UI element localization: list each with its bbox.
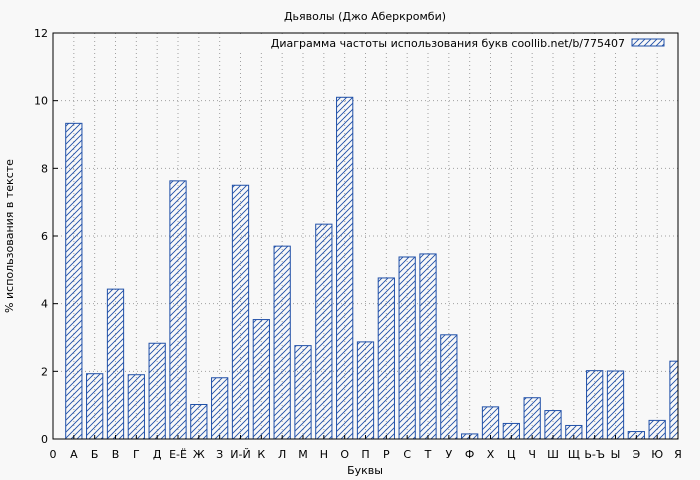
x-tick-label: Д: [153, 448, 162, 461]
x-tick-label: О: [340, 448, 349, 461]
bar: [65, 122, 83, 440]
bar: [294, 345, 312, 440]
bar: [273, 245, 291, 440]
bar: [544, 410, 562, 440]
x-tick-label: Ц: [507, 448, 516, 461]
bar: [356, 341, 375, 440]
bar: [481, 406, 500, 440]
chart-title: Дьяволы (Джо Аберкромби): [284, 10, 446, 23]
x-tick-label: Х: [487, 448, 495, 461]
bar: [315, 223, 333, 440]
x-tick-label: Т: [424, 448, 432, 461]
x-tick-label: П: [361, 448, 369, 461]
x-tick-label: К: [257, 448, 265, 461]
legend-label: Диаграмма частоты использования букв coo…: [271, 37, 625, 50]
x-tick-label: Л: [278, 448, 286, 461]
y-tick-label: 10: [34, 95, 48, 108]
x-tick-label: Ф: [465, 448, 474, 461]
bar: [398, 256, 416, 440]
bar: [169, 180, 187, 440]
x-tick-label: Щ: [568, 448, 580, 461]
x-tick-label-origin: 0: [50, 448, 57, 461]
bar: [669, 360, 679, 440]
x-tick-label: Ь-Ъ: [584, 448, 605, 461]
x-tick-label: И-Й: [230, 448, 250, 461]
x-tick-label: Ж: [193, 448, 205, 461]
bar: [127, 374, 145, 440]
bar: [336, 96, 354, 440]
bars: [65, 96, 679, 440]
bar: [440, 334, 458, 440]
x-tick-label: Р: [383, 448, 390, 461]
bar: [86, 373, 104, 440]
y-tick-label: 0: [41, 433, 48, 446]
legend-box: [240, 34, 676, 52]
x-tick-label: Э: [632, 448, 640, 461]
y-tick-label: 12: [34, 27, 48, 40]
y-axis-label: % использования в тексте: [3, 159, 16, 313]
bar: [606, 370, 625, 440]
bar: [377, 277, 395, 440]
x-tick-label: З: [216, 448, 223, 461]
x-tick-label: У: [445, 448, 452, 461]
x-tick-label: Ю: [651, 448, 663, 461]
bar: [211, 377, 229, 440]
legend-swatch: [631, 38, 665, 47]
x-tick-label: Ы: [611, 448, 621, 461]
x-tick-label: А: [70, 448, 78, 461]
x-tick-label: Н: [320, 448, 328, 461]
bar: [419, 253, 437, 440]
x-tick-label: Я: [674, 448, 682, 461]
bar: [586, 370, 604, 440]
bar: [231, 184, 250, 440]
bar: [252, 319, 270, 440]
x-tick-label: Б: [91, 448, 99, 461]
bar: [148, 342, 166, 440]
legend: Диаграмма частоты использования букв coo…: [240, 34, 676, 52]
x-axis-label: Буквы: [347, 464, 383, 477]
y-tick-label: 6: [41, 230, 48, 243]
y-axis-ticks: 0 2 4 6 8 10 12: [34, 27, 58, 446]
x-tick-label: Е-Ё: [169, 448, 187, 461]
x-tick-label: Ш: [547, 448, 559, 461]
x-tick-label: Г: [133, 448, 140, 461]
grid: [53, 33, 678, 439]
y-tick-label: 8: [41, 162, 48, 175]
y-tick-label: 2: [41, 365, 48, 378]
x-tick-label: В: [112, 448, 120, 461]
y-tick-label: 4: [41, 298, 48, 311]
x-tick-label: С: [403, 448, 411, 461]
bar: [523, 397, 541, 440]
x-tick-label: М: [298, 448, 308, 461]
x-axis-ticks: 0 А Б В Г Д Е-Ё Ж З И-Й К Л М Н О П Р С Т У Ф Х Ц Ч Ш Щ Ь-Ъ Ы Э Ю Я: [50, 435, 682, 461]
bar: [106, 288, 125, 440]
x-tick-label: Ч: [528, 448, 536, 461]
bar: [190, 403, 208, 440]
